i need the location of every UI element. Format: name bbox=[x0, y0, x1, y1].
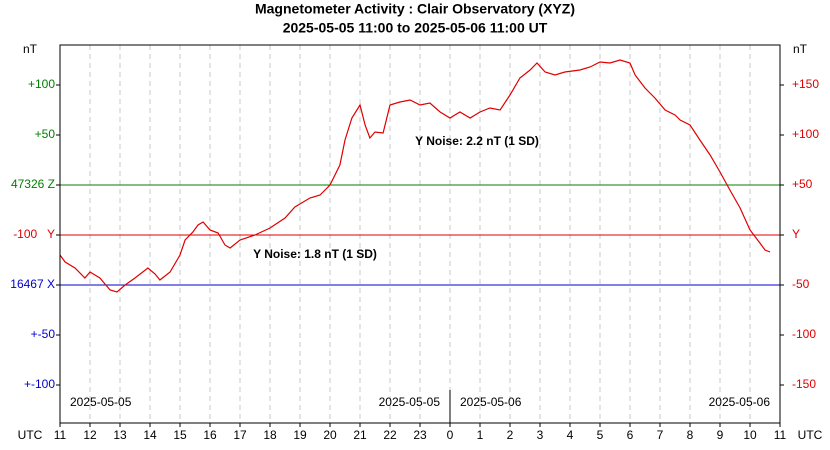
x-tick-label: 6 bbox=[627, 428, 634, 442]
plot-frame bbox=[59, 44, 781, 424]
x-tick-label: 7 bbox=[657, 428, 664, 442]
date-label: 2025-05-06 bbox=[460, 395, 522, 409]
x-tick-label: 16 bbox=[203, 428, 217, 442]
x-tick-label: 1 bbox=[477, 428, 484, 442]
x-tick-label: 17 bbox=[233, 428, 247, 442]
x-tick-label: 9 bbox=[717, 428, 724, 442]
date-label: 2025-05-06 bbox=[709, 395, 771, 409]
x-tick-label: 14 bbox=[143, 428, 157, 442]
y-tick-label: +-50 bbox=[31, 327, 56, 341]
y-unit-right: nT bbox=[793, 42, 808, 56]
x-unit-left: UTC bbox=[18, 428, 43, 442]
x-tick-label: 13 bbox=[113, 428, 127, 442]
chart-subtitle: 2025-05-05 11:00 to 2025-05-06 11:00 UT bbox=[283, 20, 548, 36]
x-unit-right: UTC bbox=[798, 428, 823, 442]
x-tick-label: 3 bbox=[537, 428, 544, 442]
x-tick-label: 20 bbox=[323, 428, 337, 442]
y2-tick-label: +150 bbox=[792, 77, 819, 91]
x-tick-label: 19 bbox=[293, 428, 307, 442]
x-tick-label: 18 bbox=[263, 428, 277, 442]
x-tick-label: 2 bbox=[507, 428, 514, 442]
y2-tick-label: -150 bbox=[792, 377, 816, 391]
y-unit-left: nT bbox=[23, 42, 38, 56]
y-tick-label: 16467 X bbox=[10, 277, 55, 291]
y2-tick-label: -100 bbox=[792, 327, 816, 341]
x-tick-label: 5 bbox=[597, 428, 604, 442]
annotation: Y Noise: 2.2 nT (1 SD) bbox=[415, 134, 539, 148]
y-tick-label: -100 Y bbox=[13, 227, 55, 241]
y-tick-label: 47326 Z bbox=[11, 177, 55, 191]
data-line bbox=[59, 59, 771, 293]
y2-tick-label: +100 bbox=[792, 127, 819, 141]
y2-tick-label: Y bbox=[792, 227, 800, 241]
y-tick-label: +100 bbox=[28, 77, 55, 91]
x-tick-label: 10 bbox=[743, 428, 757, 442]
x-tick-label: 0 bbox=[447, 428, 454, 442]
x-tick-label: 15 bbox=[173, 428, 187, 442]
y-tick-label: +-100 bbox=[24, 377, 55, 391]
date-label: 2025-05-05 bbox=[70, 395, 132, 409]
x-tick-label: 8 bbox=[687, 428, 694, 442]
x-tick-label: 22 bbox=[383, 428, 397, 442]
y2-tick-label: +50 bbox=[792, 177, 813, 191]
x-tick-label: 11 bbox=[54, 428, 67, 442]
date-label: 2025-05-05 bbox=[379, 395, 441, 409]
x-tick-label: 21 bbox=[353, 428, 367, 442]
y-tick-label: +50 bbox=[35, 127, 56, 141]
x-tick-label: 23 bbox=[413, 428, 427, 442]
x-tick-label: 12 bbox=[83, 428, 97, 442]
chart-title: Magnetometer Activity : Clair Observator… bbox=[255, 1, 575, 17]
x-tick-label: 11 bbox=[774, 428, 787, 442]
annotation: Y Noise: 1.8 nT (1 SD) bbox=[253, 247, 377, 261]
x-tick-label: 4 bbox=[567, 428, 574, 442]
y2-tick-label: -50 bbox=[792, 277, 810, 291]
